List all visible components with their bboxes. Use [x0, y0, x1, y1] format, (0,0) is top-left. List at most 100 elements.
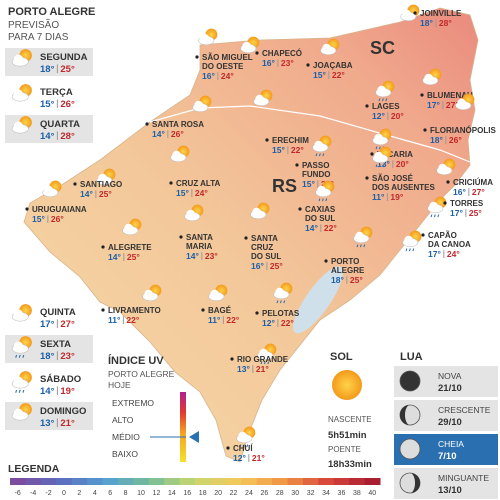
max-temp: 26°	[171, 129, 184, 139]
max-temp: 23°	[205, 251, 218, 261]
min-temp: 14°	[40, 131, 55, 142]
max-temp: 25°	[270, 261, 283, 271]
min-temp: 18°	[420, 18, 433, 28]
rain	[430, 214, 433, 218]
city-name: SÃO MIGUEL	[202, 53, 253, 62]
min-temp: 15°	[313, 70, 326, 80]
rain	[18, 389, 21, 393]
weather-icon	[273, 282, 293, 304]
sun-title: SOL	[330, 351, 353, 363]
city-dot	[179, 235, 183, 239]
rain	[385, 98, 388, 102]
uv-bar	[180, 392, 186, 462]
max-temp: 26°	[449, 135, 462, 145]
city-dot	[169, 181, 173, 185]
min-temp: 12°	[233, 453, 246, 463]
moon-shadow	[410, 473, 420, 493]
legend-swatch	[225, 478, 242, 485]
city-name: SANTA	[186, 233, 213, 242]
sun-icon	[332, 370, 362, 400]
legend-swatch	[71, 478, 88, 485]
cloud	[13, 54, 23, 64]
city-dot	[226, 446, 230, 450]
legend-label: 4	[93, 490, 97, 497]
min-temp: 13°	[237, 364, 250, 374]
rain	[381, 98, 384, 102]
city-name: DO SUL	[305, 214, 335, 223]
rain	[263, 361, 266, 365]
legend-label: 8	[124, 490, 128, 497]
weather-icon	[240, 36, 260, 54]
rain	[22, 354, 25, 358]
city-dot	[295, 163, 299, 167]
min-temp: 18°	[331, 275, 344, 285]
cloud	[252, 207, 261, 217]
legend-swatch	[117, 478, 134, 485]
city-dot	[101, 245, 105, 249]
min-temp: 11°	[372, 192, 385, 202]
city-name: FLORIANÓPOLIS	[430, 126, 496, 135]
min-temp: 16°	[202, 71, 215, 81]
weather-icon	[236, 426, 256, 448]
city-dot	[298, 207, 302, 211]
min-temp: 15°	[302, 179, 315, 189]
weather-icon	[427, 196, 447, 218]
legend-label: 28	[276, 490, 284, 497]
weather-icon	[253, 89, 273, 107]
day-name: QUARTA	[40, 119, 80, 130]
max-temp: 22°	[291, 145, 304, 155]
city-dot	[420, 93, 424, 97]
cloud	[275, 287, 284, 297]
uv-level: ALTO	[112, 415, 134, 425]
max-temp: 24°	[447, 249, 460, 259]
weather-icon	[170, 145, 190, 163]
city-name: CRUZ	[251, 243, 273, 252]
state-label: SC	[370, 38, 395, 58]
cloud	[259, 348, 268, 358]
city-name: DO OESTE	[202, 62, 244, 71]
min-temp: 11°	[108, 315, 121, 325]
rain	[260, 361, 263, 365]
min-temp: 17°	[450, 208, 463, 218]
city-name: FUNDO	[302, 170, 330, 179]
city-name: PELOTAS	[262, 309, 300, 318]
city-name: SÃO JOSÉ	[372, 174, 414, 183]
max-temp: 21°	[256, 364, 269, 374]
legend-label: 20	[214, 490, 222, 497]
moon-date: 13/10	[438, 485, 462, 496]
legend-label: 36	[338, 490, 346, 497]
max-temp: 20°	[396, 159, 409, 169]
legend-swatch	[287, 478, 304, 485]
city-name: CHUÍ	[233, 444, 253, 453]
city-dot	[244, 236, 248, 240]
cloud	[438, 163, 447, 173]
cloud	[13, 408, 23, 418]
legend-swatch	[318, 478, 335, 485]
max-temp: 24°	[195, 188, 208, 198]
legend-label: 40	[368, 490, 376, 497]
max-temp: 23°	[60, 351, 75, 362]
weather-icon	[312, 135, 332, 157]
rain	[318, 198, 321, 202]
cloud	[322, 43, 331, 53]
legend-swatch	[256, 478, 273, 485]
legend-label: 0	[62, 490, 66, 497]
rain	[375, 164, 378, 168]
min-temp: 18°	[430, 135, 443, 145]
min-temp: 17°	[427, 100, 440, 110]
city-dot	[73, 182, 77, 186]
legend-label: 30	[291, 490, 299, 497]
cloud	[13, 376, 23, 386]
max-temp: 22°	[281, 318, 294, 328]
rain	[18, 354, 21, 358]
legend-swatch	[40, 478, 57, 485]
city-name: RIO GRANDE	[237, 355, 289, 364]
sun-time: 5h51min	[328, 430, 367, 441]
legend-label: 22	[230, 490, 238, 497]
legend-label: 18	[199, 490, 207, 497]
rain	[412, 248, 415, 252]
legend-swatch	[164, 478, 181, 485]
cloud	[13, 309, 23, 319]
min-temp: 15°	[176, 188, 189, 198]
